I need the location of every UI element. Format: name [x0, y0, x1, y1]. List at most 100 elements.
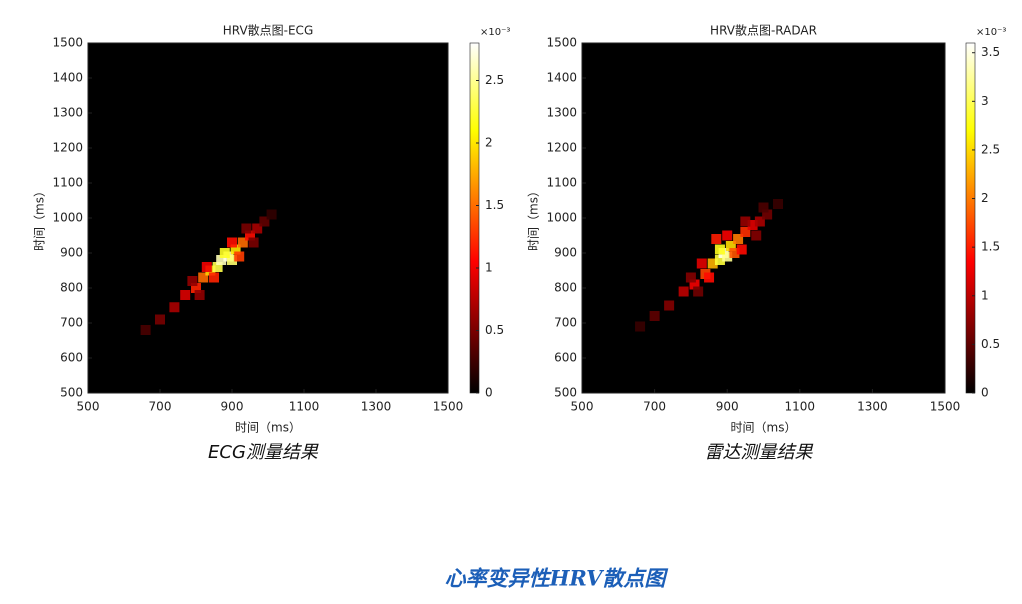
- colorbar-tick-label: 0: [981, 386, 989, 400]
- y-axis-label: 时间（ms）: [527, 185, 541, 251]
- heat-cell: [191, 283, 201, 293]
- heat-cell: [722, 251, 733, 262]
- heat-cell: [227, 237, 237, 248]
- y-axis-label: 时间（ms）: [33, 185, 47, 251]
- heat-cell: [747, 220, 758, 230]
- heat-cell: [664, 300, 675, 311]
- y-tick-label: 1200: [52, 141, 83, 155]
- heat-cell: [245, 230, 255, 241]
- colorbar-tick-label: 3: [981, 94, 989, 108]
- y-tick-label: 1400: [546, 71, 577, 85]
- y-tick-label: 1500: [52, 36, 83, 50]
- heat-cell: [714, 244, 725, 255]
- heat-cell: [219, 248, 230, 258]
- colorbar-tick-label: 1: [981, 288, 989, 302]
- x-tick-label: 700: [149, 400, 172, 414]
- heat-cell: [707, 258, 718, 269]
- heat-cell: [230, 244, 241, 255]
- heat-cell: [754, 216, 765, 227]
- y-tick-label: 900: [554, 246, 577, 260]
- y-tick-label: 600: [554, 351, 577, 365]
- heat-cell: [689, 279, 700, 290]
- heat-cell: [740, 216, 751, 227]
- heat-cell: [201, 262, 212, 272]
- heat-cell: [725, 241, 736, 251]
- chart-title: HRV散点图-RADAR: [710, 23, 817, 38]
- y-tick-label: 1000: [546, 211, 577, 225]
- heat-cell: [649, 311, 660, 321]
- colorbar-tick-label: 0: [485, 386, 493, 400]
- colorbar-tick-label: 2: [485, 136, 493, 150]
- heat-cell: [194, 290, 205, 300]
- heat-cell: [773, 199, 784, 209]
- y-tick-label: 1100: [546, 176, 577, 190]
- x-tick-label: 1500: [930, 400, 961, 414]
- colorbar-tick-label: 0.5: [981, 337, 1000, 351]
- y-tick-label: 1400: [52, 71, 83, 85]
- heat-cell: [140, 325, 151, 335]
- heat-cell: [155, 314, 165, 325]
- colorbar-tick-label: 0.5: [485, 323, 504, 337]
- heat-cell: [259, 216, 270, 227]
- heat-cell: [711, 234, 722, 244]
- heat-cell: [234, 251, 245, 262]
- x-tick-label: 500: [571, 400, 594, 414]
- heat-cell: [187, 276, 198, 286]
- y-tick-label: 1200: [546, 141, 577, 155]
- heat-cell: [740, 227, 751, 237]
- figure-title: 心率变异性HRV散点图: [445, 566, 669, 591]
- x-tick-label: 1300: [857, 400, 888, 414]
- x-tick-label: 1300: [361, 400, 392, 414]
- y-tick-label: 800: [554, 281, 577, 295]
- colorbar: [965, 42, 976, 394]
- heat-cell: [678, 286, 689, 297]
- y-tick-label: 500: [60, 386, 83, 400]
- heat-cell: [252, 223, 263, 234]
- heat-cell: [704, 272, 715, 283]
- x-axis-label: 时间（ms）: [235, 421, 301, 435]
- heat-cell: [762, 209, 773, 220]
- heat-cell: [169, 302, 180, 313]
- colorbar-tick-label: 1: [485, 261, 493, 275]
- colorbar-multiplier: ×10⁻³: [480, 27, 510, 38]
- heat-cell: [722, 230, 733, 241]
- y-tick-label: 1500: [546, 36, 577, 50]
- heat-cell: [733, 234, 744, 244]
- y-tick-label: 1100: [52, 176, 83, 190]
- heat-cell: [751, 230, 762, 241]
- chart-title: HRV散点图-ECG: [223, 23, 314, 38]
- colorbar-tick-label: 2.5: [485, 73, 504, 87]
- y-tick-label: 600: [60, 351, 83, 365]
- x-tick-label: 900: [221, 400, 244, 414]
- heat-cell: [227, 255, 237, 265]
- heat-cell: [635, 321, 646, 332]
- heat-cell: [758, 202, 769, 213]
- heat-cell: [198, 272, 209, 283]
- heat-cell: [266, 209, 277, 220]
- x-tick-label: 900: [716, 400, 739, 414]
- heat-cell: [241, 223, 252, 234]
- colorbar-multiplier: ×10⁻³: [976, 27, 1006, 38]
- heat-cell: [685, 272, 696, 283]
- heat-cell: [696, 258, 707, 269]
- x-tick-label: 1100: [289, 400, 320, 414]
- heat-cell: [237, 237, 248, 248]
- colorbar-tick-label: 1.5: [485, 198, 504, 212]
- heat-cell: [180, 290, 191, 300]
- heat-cell: [714, 255, 725, 265]
- y-tick-label: 700: [554, 316, 577, 330]
- y-tick-label: 1300: [546, 106, 577, 120]
- x-axis-label: 时间（ms）: [731, 421, 797, 435]
- colorbar-tick-label: 2: [981, 191, 989, 205]
- y-tick-label: 500: [554, 386, 577, 400]
- heat-cell: [209, 272, 219, 283]
- colorbar-tick-label: 2.5: [981, 142, 1000, 156]
- heat-cell: [248, 237, 259, 248]
- y-tick-label: 1300: [52, 106, 83, 120]
- x-tick-label: 500: [77, 400, 100, 414]
- heat-cell: [729, 248, 740, 258]
- heat-cell: [736, 244, 747, 255]
- heat-cell: [693, 286, 704, 297]
- y-tick-label: 700: [60, 316, 83, 330]
